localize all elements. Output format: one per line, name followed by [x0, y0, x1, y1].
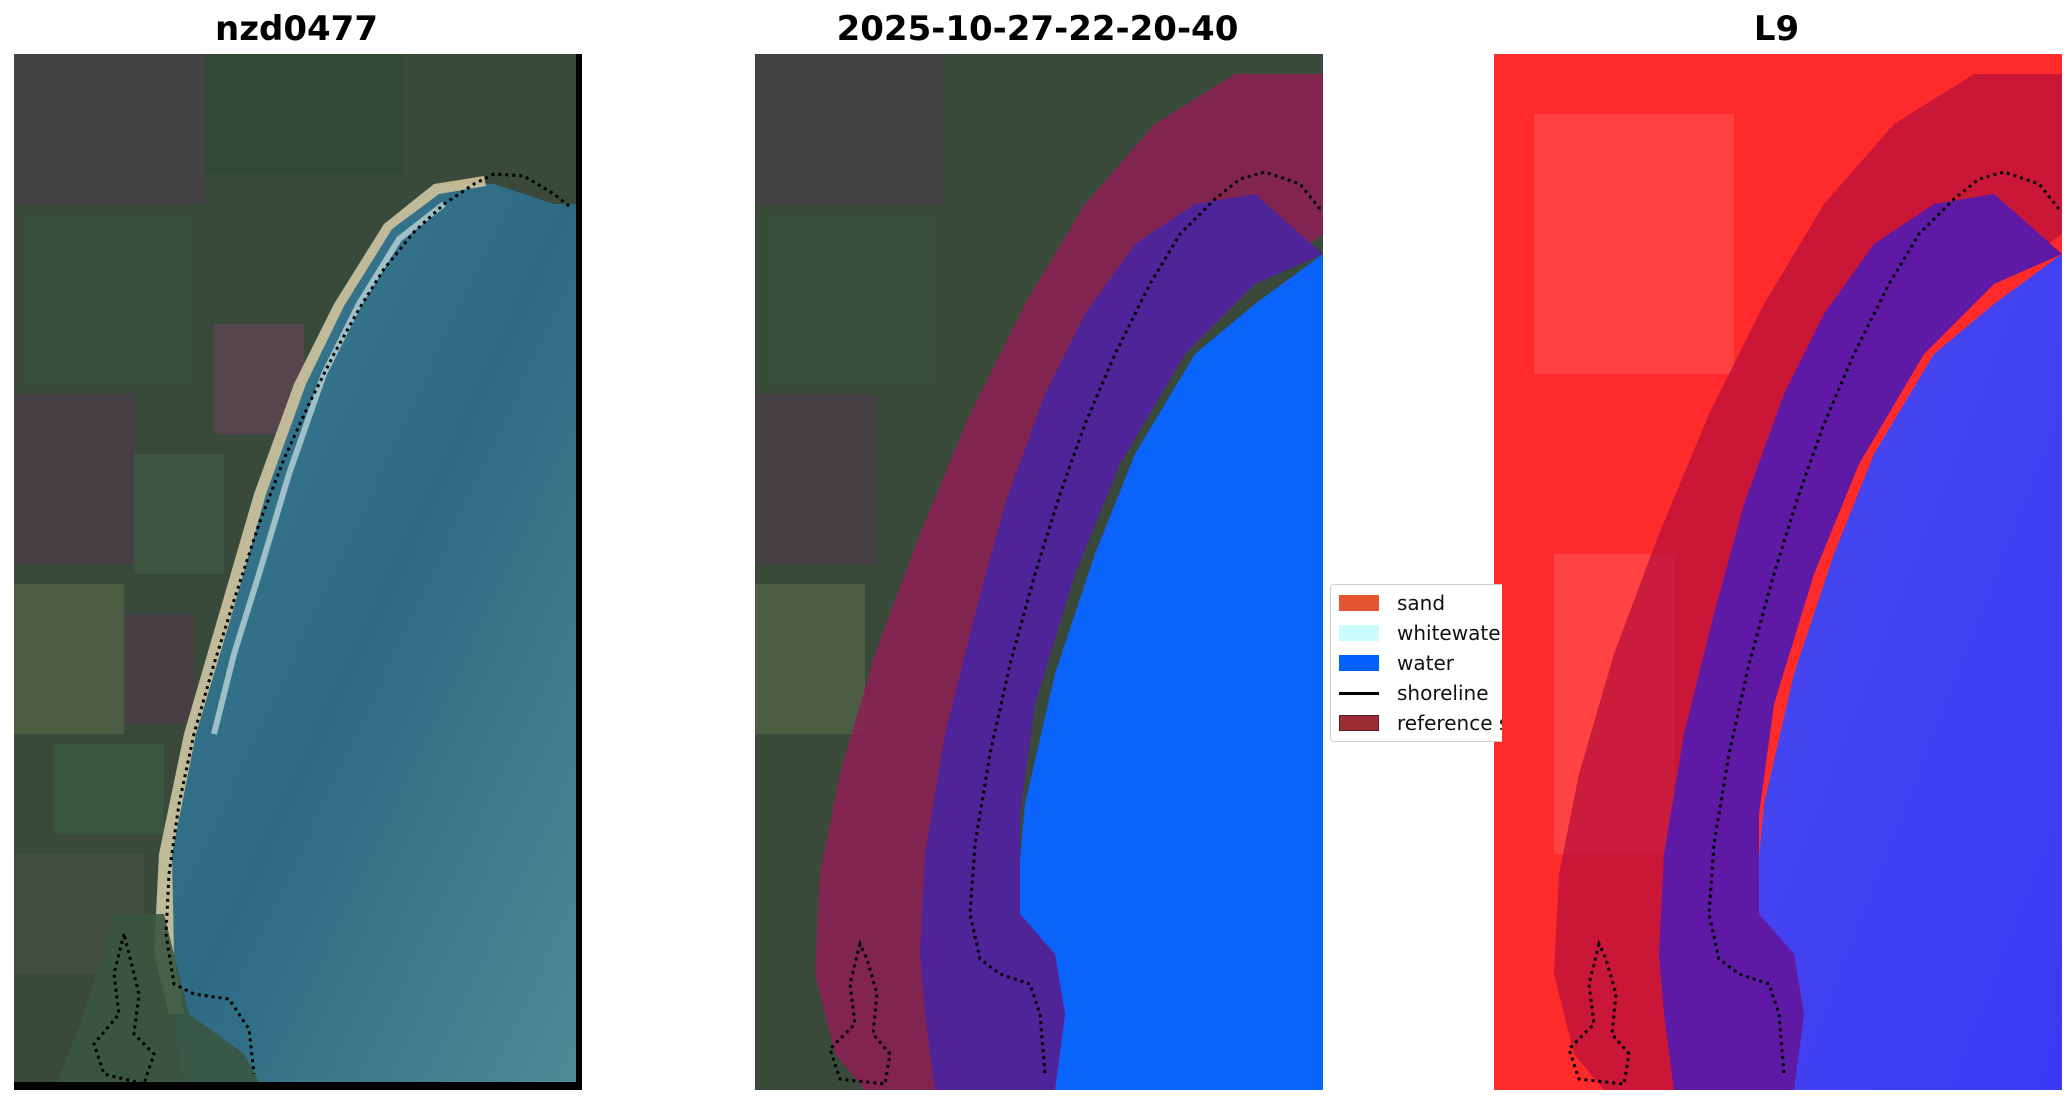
classified-image — [755, 54, 1323, 1090]
legend-item-sand: sand — [1339, 589, 1445, 617]
legend-label-water: water — [1397, 651, 1454, 675]
panel-title-rgb: nzd0477 — [215, 9, 378, 49]
legend-label-whitewater: whitewater — [1397, 621, 1502, 645]
legend-item-shoreline: shoreline — [1339, 679, 1489, 707]
legend-swatch-water — [1339, 655, 1379, 671]
rgb-image-panel — [14, 54, 582, 1090]
legend-swatch-reference-buffer — [1339, 715, 1379, 731]
index-image-panel — [1494, 54, 2062, 1090]
legend-label-reference-buffer: reference shoreline buffer — [1397, 711, 1502, 735]
rgb-satellite-image — [14, 54, 582, 1090]
legend: sand whitewater water shoreline referenc… — [1330, 584, 1502, 742]
legend-swatch-sand — [1339, 595, 1379, 611]
legend-label-shoreline: shoreline — [1397, 681, 1489, 705]
legend-line-shoreline — [1339, 691, 1379, 695]
legend-item-water: water — [1339, 649, 1454, 677]
panel-title-classified: 2025-10-27-22-20-40 — [836, 9, 1239, 49]
legend-item-whitewater: whitewater — [1339, 619, 1502, 647]
water-index-image — [1494, 54, 2062, 1090]
legend-label-sand: sand — [1397, 591, 1446, 615]
classified-image-panel — [755, 54, 1323, 1090]
legend-item-reference-buffer: reference shoreline buffer — [1339, 709, 1502, 737]
panel-title-index: L9 — [1753, 9, 1800, 49]
legend-swatch-whitewater — [1339, 625, 1379, 641]
